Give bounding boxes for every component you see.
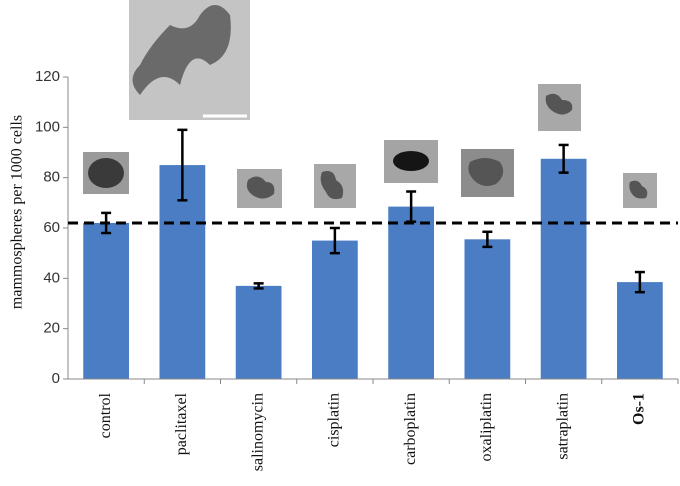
- y-tick-label: 120: [35, 68, 60, 85]
- x-tick-label: control: [97, 392, 114, 438]
- micrographs: [83, 0, 657, 208]
- bar: [312, 240, 358, 379]
- bar: [617, 282, 663, 379]
- x-tick-label: salinomycin: [249, 393, 266, 471]
- y-tick-label: 80: [43, 169, 60, 186]
- image: [132, 5, 231, 95]
- x-tick-label: paclitaxel: [173, 392, 190, 455]
- error-bar: [482, 230, 493, 249]
- image: [320, 171, 344, 200]
- image: [545, 93, 573, 115]
- bar: [388, 206, 434, 379]
- error-bar: [406, 190, 417, 223]
- bar: [83, 222, 129, 379]
- image: [468, 158, 504, 186]
- bar: [235, 285, 282, 379]
- y-axis-label: mammospheres per 1000 cells: [9, 115, 26, 309]
- x-tick-label: cisplatin: [326, 393, 343, 447]
- bar: [540, 158, 587, 379]
- y-tick-label: 0: [52, 370, 60, 387]
- x-tick-label: carboplatin: [402, 393, 419, 465]
- bar: [464, 239, 511, 379]
- image: [393, 151, 429, 171]
- error-bar: [177, 128, 188, 202]
- y-tick-label: 20: [43, 320, 60, 337]
- error-bar: [634, 270, 645, 294]
- y-tick-label: 60: [43, 219, 60, 236]
- x-tick-label: oxaliplatin: [478, 393, 495, 461]
- x-tick-label: Os-1: [631, 393, 648, 425]
- error-bar: [329, 226, 340, 255]
- error-bar: [558, 143, 569, 174]
- image: [629, 180, 648, 199]
- y-tick-label: 40: [43, 269, 60, 286]
- image: [88, 158, 124, 188]
- x-tick-label: satraplatin: [554, 393, 571, 460]
- y-tick-label: 100: [35, 118, 60, 135]
- error-bar: [101, 211, 112, 235]
- error-bar: [253, 282, 264, 290]
- image: [246, 176, 275, 199]
